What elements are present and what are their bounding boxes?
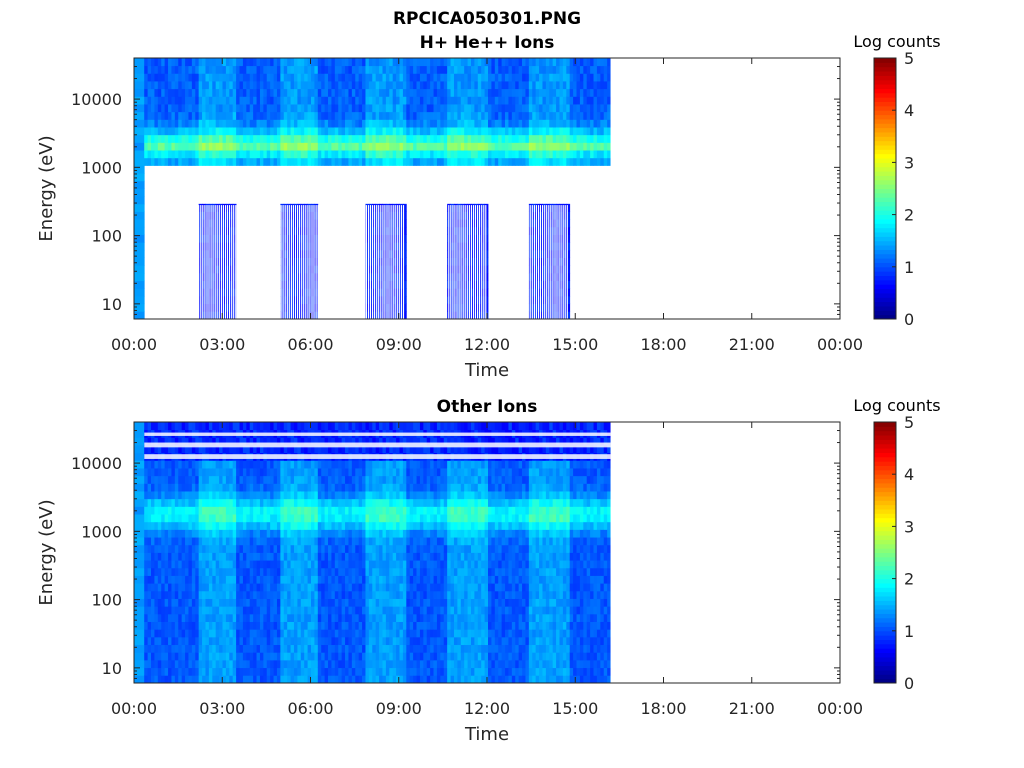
y-axis-label: Energy (eV) <box>36 135 57 241</box>
colorbar-tick-label: 5 <box>904 49 914 68</box>
y-axis-label: Energy (eV) <box>36 499 57 605</box>
panel-title: H+ He++ Ions <box>420 33 555 53</box>
colorbar-tick-label: 1 <box>904 622 914 641</box>
colorbar-tick-label: 3 <box>904 153 914 172</box>
panel-title: Other Ions <box>437 397 538 417</box>
x-tick-label: 03:00 <box>199 699 245 718</box>
x-tick-label: 09:00 <box>376 335 422 354</box>
y-tick-label: 10000 <box>71 90 122 109</box>
colorbar-label: Log counts <box>853 396 940 415</box>
x-tick-label: 18:00 <box>640 699 686 718</box>
colorbar-label: Log counts <box>853 32 940 51</box>
colorbar-tick-label: 2 <box>904 570 914 589</box>
panel-2: Other Ions 00:00 03:00 06:00 09:00 12:00 15:00… <box>36 396 941 745</box>
y-tick-label: 100 <box>91 227 122 246</box>
x-tick-label: 06:00 <box>287 335 333 354</box>
x-tick-label: 15:00 <box>552 335 598 354</box>
y-tick-label: 1000 <box>81 522 122 541</box>
y-tick-label: 1000 <box>81 158 122 177</box>
x-tick-label: 09:00 <box>376 699 422 718</box>
colorbar-tick-label: 5 <box>904 413 914 432</box>
colorbar-tick-label: 1 <box>904 258 914 277</box>
y-tick-label: 10000 <box>71 454 122 473</box>
spectrogram-image <box>134 58 840 320</box>
x-axis-label: Time <box>464 724 509 745</box>
x-tick-label: 21:00 <box>729 335 775 354</box>
colorbar-tick-label: 4 <box>904 465 914 484</box>
colorbar-tick-label: 0 <box>904 310 914 329</box>
colorbar-tick-label: 0 <box>904 674 914 693</box>
x-tick-label: 00:00 <box>111 335 157 354</box>
x-tick-label: 18:00 <box>640 335 686 354</box>
colorbar-tick-label: 2 <box>904 206 914 225</box>
x-tick-label: 00:00 <box>817 699 863 718</box>
y-tick-label: 100 <box>91 591 122 610</box>
x-tick-label: 21:00 <box>729 699 775 718</box>
y-tick-label: 10 <box>102 659 122 678</box>
x-tick-label: 00:00 <box>111 699 157 718</box>
x-axis-label: Time <box>464 360 509 381</box>
y-tick-label: 10 <box>102 295 122 314</box>
figure-title: RPCICA050301.PNG <box>393 9 581 29</box>
x-tick-label: 12:00 <box>464 335 510 354</box>
colorbar-tick-label: 4 <box>904 101 914 120</box>
x-tick-label: 03:00 <box>199 335 245 354</box>
x-tick-label: 12:00 <box>464 699 510 718</box>
x-tick-label: 06:00 <box>287 699 333 718</box>
colorbar-tick-label: 3 <box>904 517 914 536</box>
spectrogram-image <box>134 422 840 684</box>
x-tick-label: 15:00 <box>552 699 598 718</box>
panel-1: H+ He++ Ions 00:00 03:00 06:00 09:00 12:00 15:… <box>36 32 941 381</box>
x-tick-label: 00:00 <box>817 335 863 354</box>
